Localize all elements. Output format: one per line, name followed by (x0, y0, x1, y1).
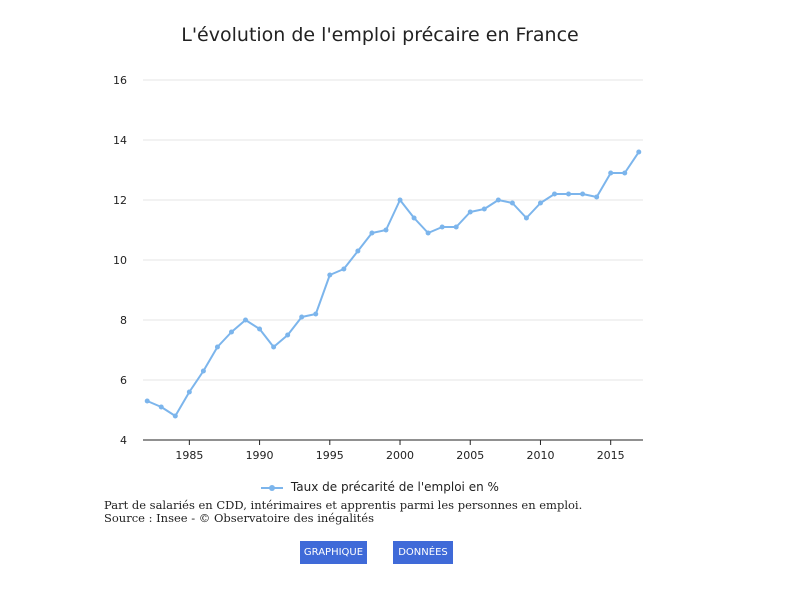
data-point[interactable] (537, 200, 543, 206)
data-point[interactable] (285, 332, 291, 338)
data-point[interactable] (243, 317, 249, 323)
x-tick-label: 2005 (456, 449, 484, 462)
x-tick-label: 1995 (316, 449, 344, 462)
data-button[interactable]: DONNÉES (393, 541, 453, 564)
x-tick-label: 1985 (175, 449, 203, 462)
series-layer (144, 149, 642, 419)
data-point[interactable] (608, 170, 614, 176)
x-tick-label: 2010 (526, 449, 554, 462)
data-point[interactable] (453, 224, 459, 230)
y-tick-label: 14 (113, 134, 127, 147)
data-point[interactable] (495, 197, 501, 203)
data-point[interactable] (566, 191, 572, 197)
data-point[interactable] (425, 230, 431, 236)
data-point[interactable] (186, 389, 192, 395)
data-point[interactable] (509, 200, 515, 206)
x-tick-label: 2000 (386, 449, 414, 462)
data-point[interactable] (214, 344, 220, 350)
data-point[interactable] (411, 215, 417, 221)
note-description: Part de salariés en CDD, intérimaires et… (104, 498, 583, 512)
graph-button[interactable]: GRAPHIQUE (300, 541, 367, 564)
x-tick-label: 2015 (597, 449, 625, 462)
line-chart: 4 6 8 10 12 14 16 1985 1990 1995 2000 2005 2010 2015 (113, 74, 643, 462)
y-tick-label: 16 (113, 74, 127, 87)
data-point[interactable] (397, 197, 403, 203)
x-axis: 1985 1990 1995 2000 2005 2010 2015 (143, 439, 643, 462)
data-point[interactable] (144, 398, 150, 404)
data-point[interactable] (467, 209, 473, 215)
data-point[interactable] (622, 170, 628, 176)
data-point[interactable] (299, 314, 305, 320)
grid-lines (143, 79, 643, 381)
legend-marker-icon (261, 484, 284, 491)
data-point[interactable] (636, 149, 642, 155)
chart-title: L'évolution de l'emploi précaire en Fran… (181, 24, 579, 46)
data-point[interactable] (341, 266, 347, 272)
legend-label: Taux de précarité de l'emploi en % (290, 480, 499, 494)
data-point[interactable] (271, 344, 277, 350)
data-point[interactable] (594, 194, 600, 200)
data-point[interactable] (523, 215, 529, 221)
y-tick-label: 6 (120, 374, 127, 387)
data-point[interactable] (200, 368, 206, 374)
data-point[interactable] (228, 329, 234, 335)
note-source: Source : Insee - © Observatoire des inég… (104, 511, 374, 525)
y-tick-label: 8 (120, 314, 127, 327)
series-line (146, 151, 640, 417)
legend[interactable]: Taux de précarité de l'emploi en % (0, 480, 760, 494)
data-point[interactable] (552, 191, 558, 197)
data-point[interactable] (580, 191, 586, 197)
y-axis-ticks: 4 6 8 10 12 14 16 (113, 74, 127, 447)
y-tick-label: 12 (113, 194, 127, 207)
chart-notes: Part de salariés en CDD, intérimaires et… (104, 499, 582, 525)
data-point[interactable] (172, 413, 178, 419)
data-point[interactable] (158, 404, 164, 410)
data-point[interactable] (313, 311, 319, 317)
data-point[interactable] (481, 206, 487, 212)
data-point[interactable] (439, 224, 445, 230)
data-point[interactable] (257, 326, 263, 332)
x-tick-label: 1990 (246, 449, 274, 462)
data-point[interactable] (355, 248, 361, 254)
data-point[interactable] (327, 272, 333, 278)
data-point[interactable] (383, 227, 389, 233)
y-tick-label: 10 (113, 254, 127, 267)
data-point[interactable] (369, 230, 375, 236)
y-tick-label: 4 (120, 434, 127, 447)
